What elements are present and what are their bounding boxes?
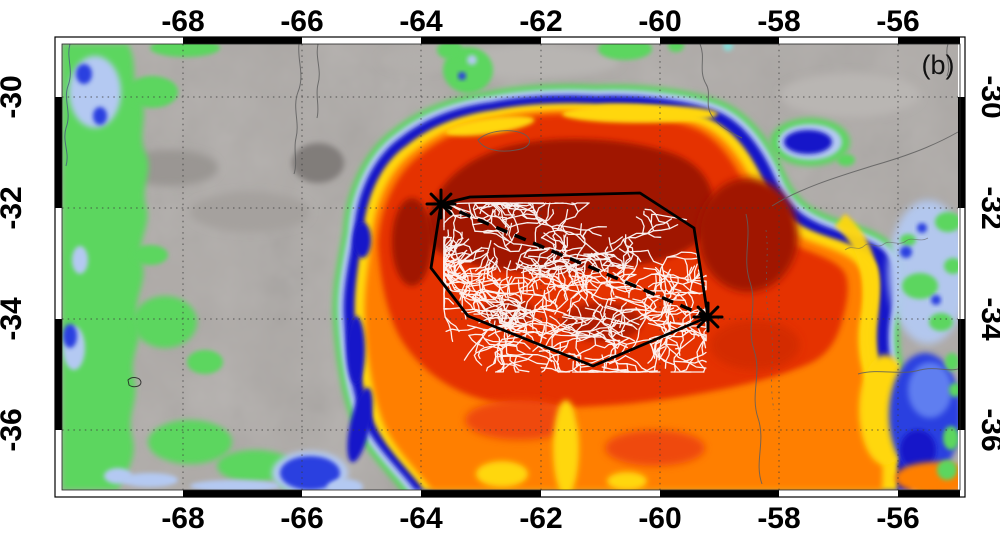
geo-boundaries (127, 44, 959, 485)
dashed-track-line (440, 202, 709, 319)
tick-label-left: -30 (0, 75, 28, 118)
tick-label-bottom: -64 (399, 502, 443, 534)
axis-bottom: -68 -66 -64 -62 -60 -58 -56 (161, 502, 919, 534)
asterisk-marker (425, 188, 457, 220)
tick-label-bottom: -56 (876, 502, 919, 534)
asterisk-marker (692, 301, 724, 333)
axis-left: -30 -32 -34 -36 (0, 75, 28, 451)
tick-label-left: -36 (0, 408, 28, 451)
tick-label-top: -68 (161, 5, 204, 38)
axis-top: -68 -66 -64 -62 -60 -58 -56 (161, 5, 919, 38)
tick-label-top: -66 (280, 5, 323, 38)
north-precip-cells (437, 44, 855, 166)
tick-label-bottom: -62 (519, 502, 562, 534)
tick-label-top: -60 (638, 5, 681, 38)
tick-label-bottom: -58 (757, 502, 800, 534)
tick-label-right: -36 (975, 408, 1000, 451)
tick-label-bottom: -60 (638, 502, 681, 534)
tick-label-top: -58 (757, 5, 800, 38)
tick-label-right: -30 (975, 75, 1000, 118)
axis-right: -30 -32 -34 -36 (975, 75, 1000, 451)
overlay-layer (425, 188, 724, 373)
tick-label-right: -34 (975, 297, 1000, 341)
tick-label-left: -32 (0, 186, 28, 229)
precipitation-west-band (62, 44, 363, 490)
tick-label-bottom: -66 (280, 502, 323, 534)
tick-label-top: -62 (519, 5, 562, 38)
panel-label: (b) (922, 50, 955, 80)
frame-black-segments (55, 37, 965, 497)
tick-label-top: -64 (399, 5, 443, 38)
graticule-grid-lines (62, 44, 960, 490)
tick-label-bottom: -68 (161, 502, 204, 534)
map-frame (54, 36, 966, 498)
tick-label-top: -56 (876, 5, 919, 38)
tick-label-left: -34 (0, 297, 28, 341)
tick-label-right: -32 (975, 186, 1000, 229)
